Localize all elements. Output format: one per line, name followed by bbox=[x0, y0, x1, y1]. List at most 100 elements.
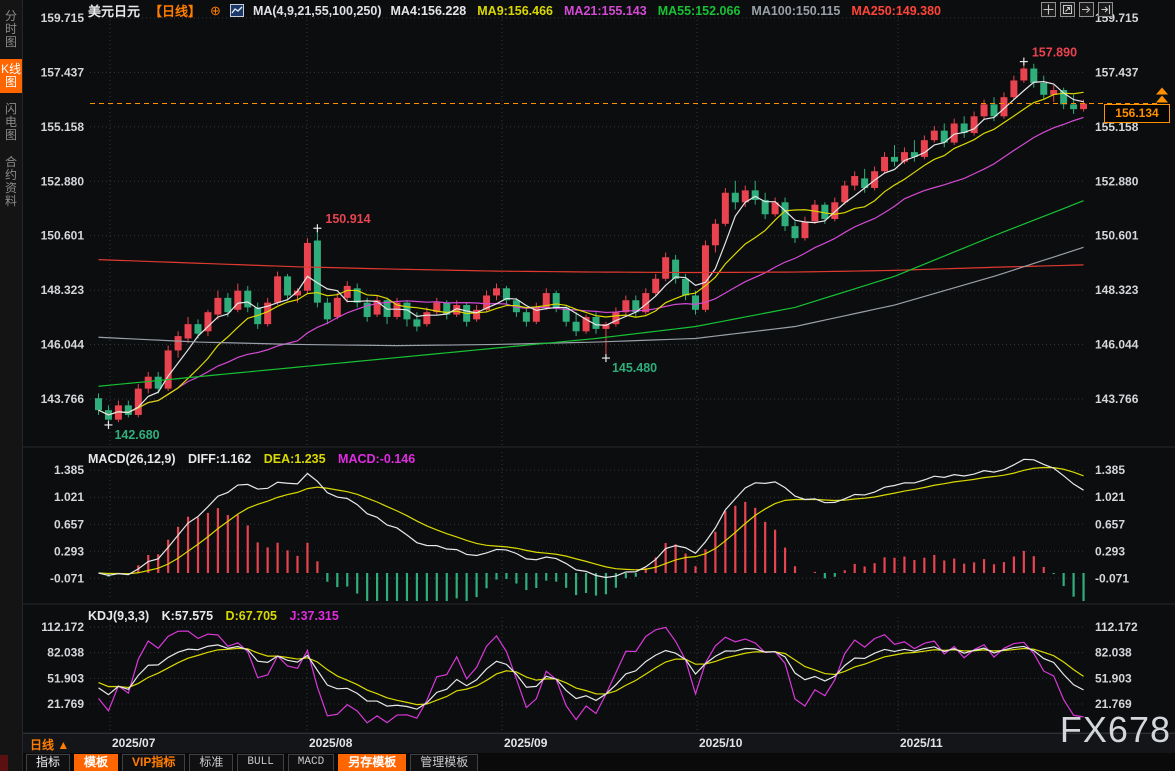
ma-legend-item: MA21:155.143 bbox=[564, 4, 647, 18]
fx678-watermark: FX678 bbox=[1059, 709, 1171, 750]
candle-body bbox=[711, 223, 719, 246]
kdj-pane[interactable] bbox=[98, 626, 1084, 724]
candle-body bbox=[791, 226, 799, 239]
candle-body bbox=[403, 302, 411, 320]
kdj-j-value: J:37.315 bbox=[289, 609, 339, 623]
kdj-header: KDJ(9,3,3) K:57.575 D:67.705 J:37.315 bbox=[88, 609, 348, 623]
candle-body bbox=[731, 192, 739, 203]
candle-body bbox=[771, 202, 779, 215]
candle-body bbox=[333, 297, 341, 317]
candle-body bbox=[284, 276, 292, 296]
candle-body bbox=[512, 300, 520, 313]
price-axis-label-right: 143.766 bbox=[1095, 392, 1139, 406]
tab-管理模板[interactable]: 管理模板 bbox=[410, 754, 479, 771]
candle-body bbox=[920, 140, 928, 157]
macd-axis-label-left: 1.385 bbox=[54, 463, 84, 477]
macd-dea-line bbox=[98, 466, 1084, 575]
tab-BULL[interactable]: BULL bbox=[237, 754, 284, 771]
period-up-arrow-icon: ▲ bbox=[57, 738, 70, 752]
candle-body bbox=[1050, 90, 1058, 95]
period-selector[interactable]: 日线 ▲ bbox=[30, 736, 69, 753]
candle-body bbox=[652, 278, 660, 294]
kdj-axis-label-right: 112.172 bbox=[1095, 620, 1138, 634]
kdj-axis-label-left: 112.172 bbox=[41, 620, 84, 634]
fit-chart-icon[interactable] bbox=[1060, 2, 1075, 17]
candle-body bbox=[1080, 103, 1087, 110]
candle-body bbox=[980, 104, 988, 117]
period-tag[interactable]: 【日线】 bbox=[149, 4, 202, 19]
x-axis-row: 2025/07 2025/08 2025/09 2025/10 2025/11 bbox=[22, 733, 1175, 754]
candle-body bbox=[1000, 97, 1008, 117]
price-axis-label-right: 146.044 bbox=[1095, 338, 1139, 352]
ma9-line bbox=[98, 91, 1084, 416]
candle-body bbox=[970, 116, 978, 134]
candle-body bbox=[552, 293, 560, 308]
candle-body bbox=[692, 295, 699, 310]
scroll-right-icon[interactable] bbox=[1079, 2, 1094, 17]
current-price-label: 156.134 bbox=[1104, 104, 1170, 123]
candle-body bbox=[562, 307, 570, 322]
tab-VIP指标[interactable]: VIP指标 bbox=[122, 754, 186, 771]
indicator-chart-icon[interactable] bbox=[229, 4, 244, 17]
candle-body bbox=[214, 297, 222, 315]
candle-body bbox=[433, 302, 441, 313]
price-axis-label-left: 150.601 bbox=[41, 229, 85, 243]
candle-body bbox=[532, 307, 540, 322]
sidebar-bottom-marker bbox=[0, 755, 8, 771]
candle-body bbox=[841, 185, 849, 203]
x-axis-label: 2025/11 bbox=[900, 736, 943, 750]
x-axis-label: 2025/09 bbox=[504, 736, 548, 750]
tab-标准[interactable]: 标准 bbox=[189, 754, 234, 771]
macd-pane[interactable] bbox=[98, 458, 1085, 616]
sidebar-item-合约资料[interactable]: 合约资料 bbox=[4, 155, 17, 208]
ma-legend-item: MA9:156.466 bbox=[477, 4, 553, 18]
candle-body bbox=[741, 190, 749, 203]
macd-dea-value: DEA:1.235 bbox=[263, 452, 326, 466]
price-axis-label-right: 148.323 bbox=[1095, 283, 1139, 297]
macd-axis-label-left: 0.657 bbox=[54, 517, 84, 531]
price-axis-label-right: 155.158 bbox=[1095, 120, 1139, 134]
ma-legend-item: MA100:150.115 bbox=[751, 4, 841, 18]
candle-body bbox=[801, 221, 809, 239]
macd-header: MACD(26,12,9) DIFF:1.162 DEA:1.235 MACD:… bbox=[88, 452, 424, 466]
candle-body bbox=[701, 245, 709, 310]
candle-body bbox=[940, 130, 948, 143]
kdj-params-label[interactable]: KDJ(9,3,3) bbox=[88, 609, 150, 623]
tab-另存模板[interactable]: 另存模板 bbox=[338, 754, 407, 771]
price-up-arrow-icon bbox=[1156, 95, 1168, 103]
add-indicator-icon[interactable]: ⊕ bbox=[210, 2, 221, 18]
candle-body bbox=[891, 156, 898, 162]
candle-body bbox=[622, 300, 630, 313]
candle-body bbox=[423, 312, 431, 325]
candle-body bbox=[184, 324, 192, 339]
tab-MACD[interactable]: MACD bbox=[287, 754, 335, 771]
candle-body bbox=[264, 302, 272, 325]
candle-body bbox=[363, 302, 371, 317]
main-price-pane[interactable] bbox=[95, 61, 1087, 425]
candle-body bbox=[851, 176, 859, 186]
candle-body bbox=[960, 123, 968, 134]
candle-body bbox=[1010, 80, 1018, 98]
candle-body bbox=[95, 398, 102, 411]
sidebar-item-闪电图[interactable]: 闪电图 bbox=[4, 102, 17, 142]
macd-params-label[interactable]: MACD(26,12,9) bbox=[88, 452, 176, 466]
snap-right-icon[interactable] bbox=[1098, 2, 1113, 17]
ma-settings-label[interactable]: MA(4,9,21,55,100,250) bbox=[252, 3, 382, 18]
candle-body bbox=[1030, 68, 1038, 83]
candle-body bbox=[672, 259, 680, 279]
macd-axis-label-left: -0.071 bbox=[50, 571, 84, 585]
candle-body bbox=[144, 376, 152, 389]
tab-指标[interactable]: 指标 bbox=[26, 754, 71, 771]
x-axis-label: 2025/08 bbox=[309, 736, 353, 750]
candle-body bbox=[542, 293, 550, 308]
tab-模板[interactable]: 模板 bbox=[74, 754, 119, 771]
kdj-axis-label-right: 51.903 bbox=[1095, 671, 1132, 685]
sidebar-item-activeK线图[interactable]: K线图 bbox=[0, 59, 22, 93]
candle-body bbox=[1060, 90, 1068, 105]
sidebar-item-分时图[interactable]: 分时图 bbox=[4, 9, 17, 49]
crosshair-icon[interactable] bbox=[1041, 2, 1056, 17]
chart-header: 美元日元 【日线】 ⊕ MA(4,9,21,55,100,250) MA4:15… bbox=[88, 2, 952, 20]
candle-body bbox=[493, 288, 500, 296]
candle-body bbox=[1070, 104, 1078, 110]
